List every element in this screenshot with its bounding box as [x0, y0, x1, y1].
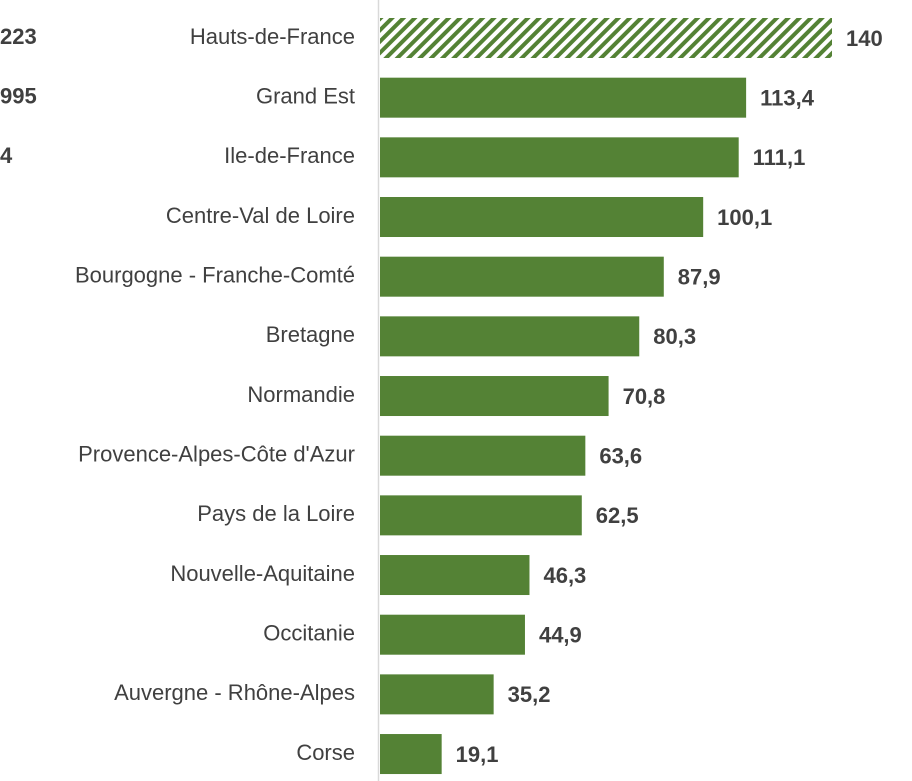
category-label: Corse [296, 740, 355, 765]
category-label: Grand Est [256, 83, 355, 108]
annotation: 995 [0, 83, 37, 108]
bar [380, 316, 640, 357]
bar [380, 77, 747, 118]
category-label: Pays de la Loire [197, 501, 355, 526]
category-label: Nouvelle-Aquitaine [170, 561, 355, 586]
category-label: Normandie [247, 382, 355, 407]
value-label: 19,1 [456, 742, 499, 767]
category-label: Ile-de-France [224, 143, 355, 168]
category-label: Bretagne [266, 322, 355, 347]
annotation: 223 [0, 24, 37, 49]
value-label: 111,1 [753, 145, 806, 170]
bar [380, 18, 832, 58]
value-label: 63,6 [599, 444, 642, 469]
value-label: 62,5 [596, 503, 639, 528]
value-label: 70,8 [623, 384, 666, 409]
bar [380, 197, 704, 238]
bar [380, 734, 442, 775]
bar [380, 256, 664, 297]
bar [380, 435, 586, 476]
bar [380, 137, 739, 178]
value-label: 46,3 [543, 563, 586, 588]
bar [380, 674, 494, 715]
bar [380, 495, 582, 536]
category-label: Occitanie [263, 621, 355, 646]
category-label: Hauts-de-France [190, 24, 355, 49]
bar [380, 614, 525, 655]
category-label: Bourgogne - Franche-Comté [75, 262, 355, 287]
category-label: Centre-Val de Loire [166, 203, 355, 228]
category-label: Auvergne - Rhône-Alpes [114, 680, 355, 705]
value-label: 113,4 [760, 85, 815, 110]
value-label: 100,1 [717, 205, 772, 230]
bar [380, 555, 530, 596]
bar [380, 376, 609, 417]
category-label: Provence-Alpes-Côte d'Azur [78, 442, 355, 467]
value-label: 87,9 [678, 264, 721, 289]
annotation: 4 [0, 143, 13, 168]
value-label: 140 [846, 26, 883, 51]
value-label: 80,3 [653, 324, 696, 349]
value-label: 35,2 [508, 682, 551, 707]
value-label: 44,9 [539, 623, 582, 648]
